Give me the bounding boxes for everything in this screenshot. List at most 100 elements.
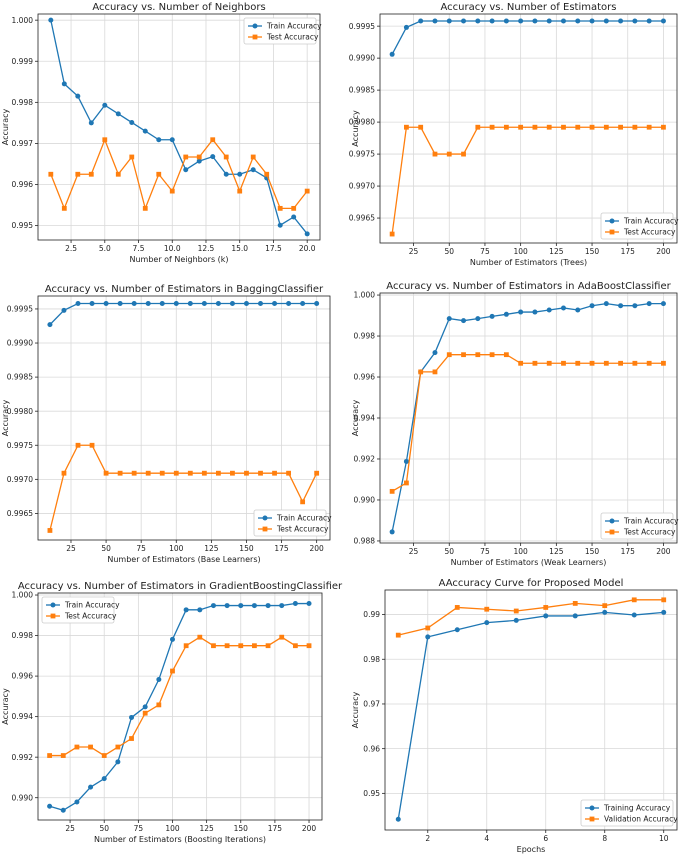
data-point [75,171,81,177]
data-point [252,643,257,649]
legend-label: Train Accuracy [266,22,322,31]
data-point [265,603,271,609]
x-tick-label: 25 [409,547,419,556]
data-point [187,470,193,476]
data-point [418,369,424,375]
data-point [196,158,202,164]
series-train [395,609,667,822]
data-point [47,753,53,758]
x-tick-label: 100 [513,547,528,556]
y-axis-label: Accuracy [351,691,360,728]
data-point [561,360,566,366]
y-tick-label: 0.994 [12,712,34,721]
data-point [503,352,509,358]
data-point [461,18,467,24]
data-point [243,300,249,306]
data-point [169,188,175,194]
x-axis-label: Number of Estimators (Base Learners) [107,555,260,564]
chart-4: 25 50 75 100 125 150 175 200 0.988 0.990 0.992 0.99… [351,281,679,567]
data-point [646,360,652,366]
y-tick-label: 0.996 [12,180,34,189]
data-point [117,300,123,306]
data-point [75,93,81,99]
data-point [532,124,538,130]
data-point [89,442,95,448]
y-axis-label: Accuracy [1,688,10,725]
y-tick-label: 0.988 [354,537,376,546]
data-point [560,305,566,311]
data-point [418,18,424,24]
legend-label: Test Accuracy [64,612,117,621]
legend-marker [609,529,615,535]
data-point [48,17,54,23]
data-point [279,603,285,609]
y-tick-label: 0.9990 [349,54,375,63]
data-point [306,601,312,607]
series-test [389,124,666,237]
data-point [60,807,66,813]
plot-frame [379,13,678,244]
data-point [230,470,235,476]
data-point [589,303,595,309]
data-point [660,301,666,307]
data-point [389,231,395,237]
y-tick-label: 0.9975 [7,441,33,450]
legend: Train Accuracy Test Accuracy [243,17,322,45]
data-point [173,470,179,476]
data-point [575,360,581,366]
data-point [306,643,312,649]
legend-label: Train Accuracy [623,217,679,226]
data-point [632,18,638,24]
x-axis-label: Number of Estimators (Weak Learners) [451,558,607,567]
x-tick-label: 125 [549,547,564,556]
legend-label: Test Accuracy [276,525,329,534]
data-point [532,360,538,366]
data-point [602,603,608,609]
legend-label: Train Accuracy [64,601,120,610]
y-tick-label: 0.9970 [7,475,33,484]
data-point [589,18,595,24]
y-tick-label: 1.000 [12,591,34,600]
plot-frame [37,13,321,241]
y-tick-label: 0.992 [354,455,376,464]
data-point [432,151,438,157]
data-point [575,124,581,130]
series-line [50,20,308,235]
data-point [454,627,460,633]
chart-5: 25 50 75 100 125 150 175 200 0.990 0.992 0.994 0.99… [1,581,343,844]
x-tick-label: 150 [585,547,600,556]
plot-frame [384,589,678,831]
x-tick-label: 25 [65,824,75,833]
data-point [589,124,595,130]
data-point [632,360,638,366]
x-tick-label: 150 [234,824,249,833]
series-train [47,300,320,328]
data-point [142,128,148,134]
y-tick-label: 0.9970 [349,182,375,191]
data-point [404,124,409,130]
x-tick-label: 75 [480,547,490,556]
data-point [489,18,495,24]
data-point [197,607,203,613]
y-tick-label: 0.97 [363,700,380,709]
data-point [61,470,67,476]
x-tick-label: 200 [656,247,671,256]
x-tick-label: 175 [274,544,289,553]
data-point [265,643,271,649]
x-tick-label: 2.5 [65,244,77,253]
legend-marker [262,515,268,521]
data-point [60,753,66,758]
data-point [395,632,401,638]
data-point [572,601,578,606]
data-point [210,137,216,143]
x-tick-label: 100 [169,544,184,553]
data-point [258,300,264,306]
y-tick-label: 0.9990 [7,339,33,348]
data-point [518,360,524,366]
y-tick-label: 0.990 [354,496,376,505]
x-tick-label: 15.0 [231,244,248,253]
data-point [145,300,151,306]
legend-label: Test Accuracy [623,228,676,237]
legend-label: Training Accuracy [603,804,671,813]
series-line [398,599,664,636]
